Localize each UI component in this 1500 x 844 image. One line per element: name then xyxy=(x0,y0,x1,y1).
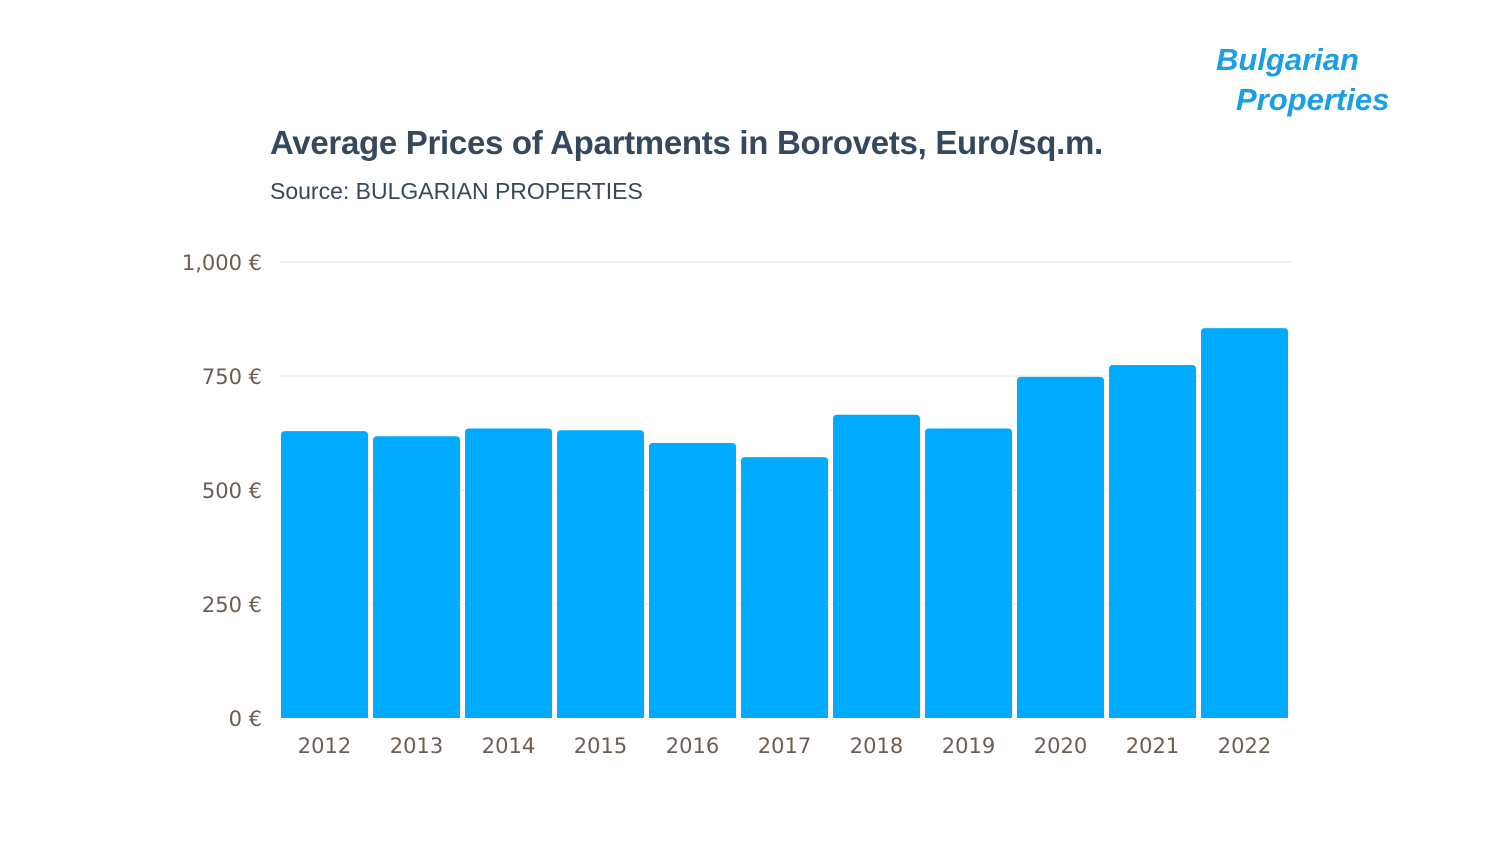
bar-2015 xyxy=(557,430,644,718)
y-tick-label: 500 € xyxy=(202,479,262,503)
x-tick-label: 2015 xyxy=(574,734,627,758)
logo-line1: Bulgarian xyxy=(1216,42,1359,77)
y-tick-label: 0 € xyxy=(229,707,262,731)
x-tick-label: 2013 xyxy=(390,734,443,758)
x-tick-label: 2018 xyxy=(850,734,903,758)
bar-2016 xyxy=(649,443,736,718)
x-tick-label: 2020 xyxy=(1034,734,1087,758)
bulgarian-properties-logo: Bulgarian Properties xyxy=(1216,42,1389,117)
x-tick-label: 2021 xyxy=(1126,734,1179,758)
logo-line2: Properties xyxy=(1236,82,1389,117)
x-tick-label: 2014 xyxy=(482,734,535,758)
bar-2012 xyxy=(281,431,368,718)
x-tick-label: 2019 xyxy=(942,734,995,758)
chart-title: Average Prices of Apartments in Borovets… xyxy=(270,124,1103,161)
y-tick-label: 250 € xyxy=(202,593,262,617)
y-tick-label: 1,000 € xyxy=(182,251,262,275)
x-tick-label: 2012 xyxy=(298,734,351,758)
bar-2014 xyxy=(465,428,552,718)
bar-2019 xyxy=(925,428,1012,718)
chart-subtitle: Source: BULGARIAN PROPERTIES xyxy=(270,178,643,204)
x-tick-label: 2016 xyxy=(666,734,719,758)
bar-2017 xyxy=(741,457,828,718)
x-tick-label: 2022 xyxy=(1218,734,1271,758)
y-tick-label: 750 € xyxy=(202,365,262,389)
bar-2018 xyxy=(833,414,920,718)
x-tick-label: 2017 xyxy=(758,734,811,758)
bar-2013 xyxy=(373,436,460,718)
bar-2021 xyxy=(1109,365,1196,718)
bar-2020 xyxy=(1017,376,1104,718)
bar-2022 xyxy=(1201,328,1288,718)
